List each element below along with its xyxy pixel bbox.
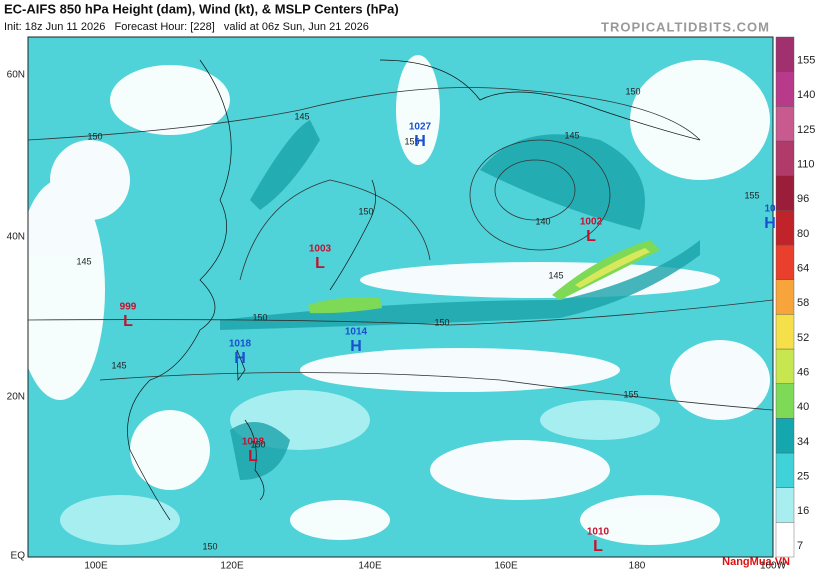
map-area bbox=[28, 37, 773, 557]
colorbar-segment bbox=[775, 175, 795, 211]
contour-label: 155 bbox=[404, 136, 419, 146]
center-symbol: H bbox=[764, 215, 776, 232]
contour-label: 150 bbox=[202, 541, 217, 551]
height-contours bbox=[28, 87, 773, 411]
lat-label: 60N bbox=[7, 70, 25, 81]
contour-label: 145 bbox=[294, 111, 309, 121]
colorbar-tick: 125 bbox=[797, 124, 815, 136]
colorbar-segment bbox=[775, 279, 795, 315]
center-symbol: H bbox=[414, 133, 426, 150]
contour-label: 145 bbox=[76, 256, 91, 266]
colorbar-tick: 52 bbox=[797, 332, 809, 344]
title: EC-AIFS 850 hPa Height (dam), Wind (kt),… bbox=[4, 1, 399, 16]
contour-label: 150 bbox=[358, 206, 373, 216]
source: TROPICALTIDBITS.COM bbox=[601, 19, 770, 34]
center-symbol: H bbox=[234, 350, 246, 367]
contour-label: 155 bbox=[623, 389, 638, 399]
contour-label: 150 bbox=[434, 317, 449, 327]
colorbar-segment bbox=[775, 36, 795, 72]
center-symbol: L bbox=[593, 538, 603, 555]
colorbar-tick: 16 bbox=[797, 505, 809, 517]
coastlines bbox=[127, 59, 701, 521]
center-pressure: 1014 bbox=[345, 327, 368, 338]
colorbar-tick: 140 bbox=[797, 89, 815, 101]
colorbar-segment bbox=[775, 522, 795, 558]
lon-label: 160W bbox=[760, 561, 787, 572]
lon-label: 140E bbox=[358, 561, 382, 572]
colorbar-tick: 155 bbox=[797, 55, 815, 67]
lat-label: 20N bbox=[7, 392, 25, 403]
contour-label: 155 bbox=[744, 190, 759, 200]
colorbar-segment bbox=[775, 383, 795, 419]
colorbar-segment bbox=[775, 210, 795, 246]
subtitle: Init: 18z Jun 11 2026 Forecast Hour: [22… bbox=[4, 21, 369, 33]
center-pressure: 10 bbox=[764, 204, 776, 215]
center-pressure: 999 bbox=[120, 302, 137, 313]
center-symbol: L bbox=[586, 228, 596, 245]
contour-label: 150 bbox=[625, 86, 640, 96]
colorbar-segment bbox=[775, 314, 795, 350]
colorbar-tick: 58 bbox=[797, 297, 809, 309]
colorbar-segment bbox=[775, 418, 795, 454]
lat-label: EQ bbox=[11, 551, 26, 562]
colorbar-tick: 34 bbox=[797, 436, 809, 448]
center-pressure: 1008 bbox=[242, 437, 265, 448]
contour-label: 150 bbox=[252, 312, 267, 322]
center-symbol: L bbox=[123, 313, 133, 330]
contour-label: 145 bbox=[548, 270, 563, 280]
contour-label: 140 bbox=[535, 216, 550, 226]
colorbar-tick: 46 bbox=[797, 367, 809, 379]
lat-label: 40N bbox=[7, 232, 25, 243]
center-symbol: L bbox=[248, 448, 258, 465]
colorbar-tick: 80 bbox=[797, 228, 809, 240]
center-pressure: 1010 bbox=[587, 527, 610, 538]
center-pressure: 1002 bbox=[580, 217, 603, 228]
colorbar-segment bbox=[775, 348, 795, 384]
lon-label: 180 bbox=[629, 561, 646, 572]
colorbar-tick: 110 bbox=[797, 159, 815, 171]
colorbar-tick: 7 bbox=[797, 540, 803, 552]
colorbar-segment bbox=[775, 452, 795, 488]
contour-label: 145 bbox=[111, 360, 126, 370]
colorbar-segment bbox=[775, 71, 795, 107]
center-symbol: L bbox=[315, 255, 325, 272]
brand: NangMua.VN bbox=[722, 556, 790, 568]
center-pressure: 1027 bbox=[409, 122, 432, 133]
contour-label: 145 bbox=[564, 130, 579, 140]
center-symbol: H bbox=[350, 338, 362, 355]
contour-label: 150 bbox=[87, 131, 102, 141]
map-frame bbox=[27, 36, 774, 558]
contour-label: 150 bbox=[250, 439, 265, 449]
colorbar-tick: 25 bbox=[797, 471, 809, 483]
colorbar-tick: 96 bbox=[797, 193, 809, 205]
lon-label: 160E bbox=[494, 561, 518, 572]
colorbar-segment bbox=[775, 244, 795, 280]
strong-wind bbox=[220, 120, 700, 480]
colorbar-segment bbox=[775, 140, 795, 176]
colorbar: 7 16 25 34 40 46 52 58 64 80 96 110 125 140 155 bbox=[775, 36, 815, 558]
center-pressure: 1018 bbox=[229, 339, 252, 350]
colorbar-segment bbox=[775, 106, 795, 142]
colorbar-segment bbox=[775, 487, 795, 523]
jet-maxima bbox=[308, 240, 660, 314]
lon-label: 120E bbox=[220, 561, 244, 572]
center-pressure: 1003 bbox=[309, 244, 332, 255]
lon-label: 100E bbox=[84, 561, 108, 572]
colorbar-tick: 64 bbox=[797, 263, 809, 275]
colorbar-tick: 40 bbox=[797, 401, 809, 413]
